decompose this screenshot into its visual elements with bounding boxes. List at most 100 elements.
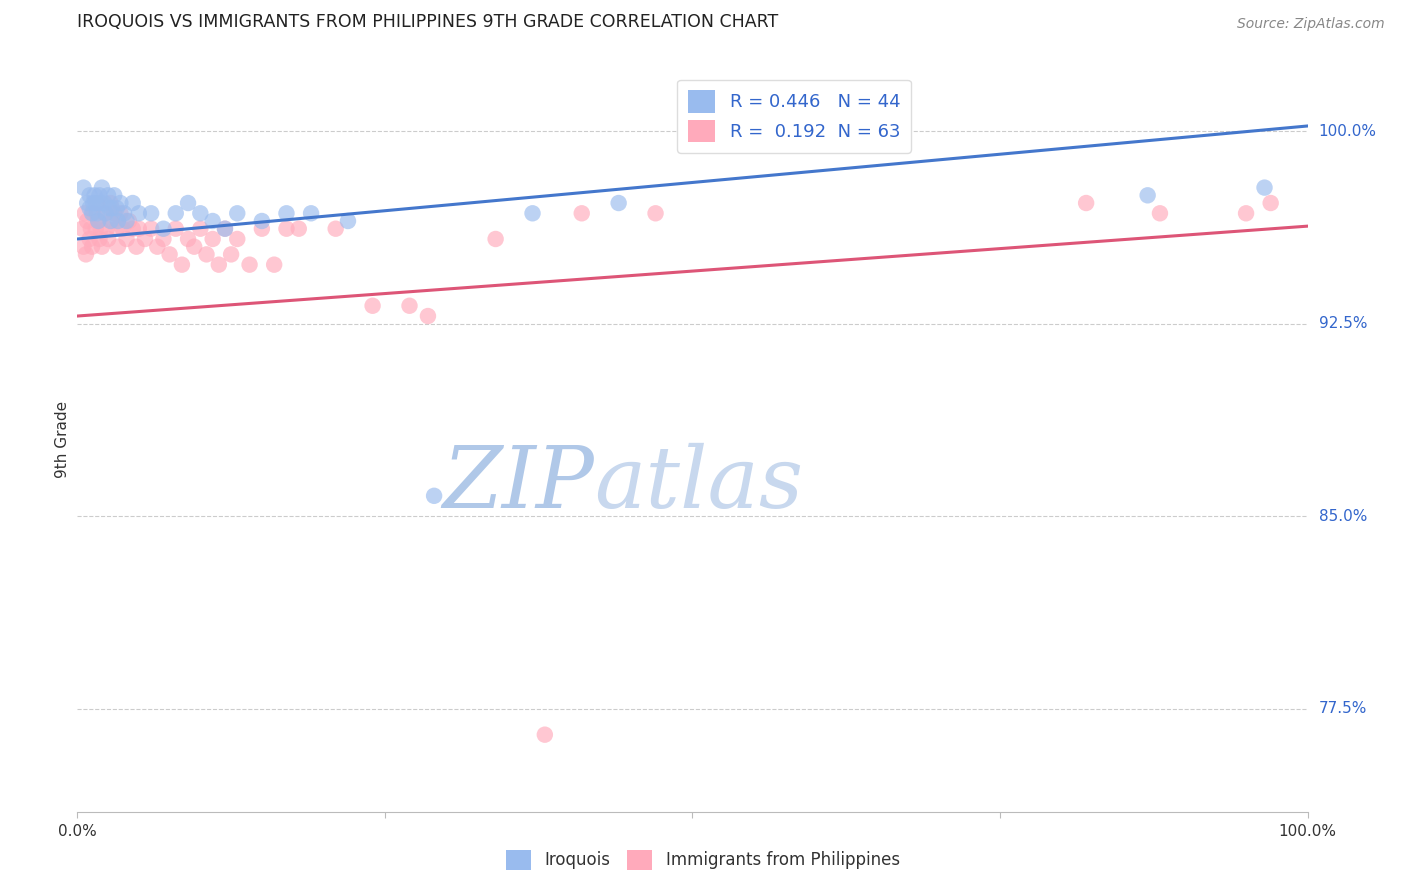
Point	[165, 206, 187, 220]
Point	[76, 214, 98, 228]
Point	[571, 206, 593, 220]
Point	[79, 201, 101, 215]
Point	[250, 221, 273, 235]
Point	[84, 221, 107, 235]
Point	[299, 206, 322, 220]
Point	[607, 196, 630, 211]
Point	[361, 299, 384, 313]
Point	[121, 221, 143, 235]
Point	[90, 240, 114, 254]
Point	[76, 196, 98, 211]
Point	[86, 206, 108, 220]
Point	[195, 247, 218, 261]
Point	[1149, 206, 1171, 220]
Point	[93, 206, 115, 220]
Point	[89, 232, 111, 246]
Point	[98, 201, 121, 215]
Point	[263, 258, 285, 272]
Point	[105, 201, 128, 215]
Point	[337, 214, 360, 228]
Point	[72, 180, 94, 194]
Point	[165, 221, 187, 235]
Point	[97, 232, 120, 246]
Point	[208, 258, 231, 272]
Point	[103, 206, 125, 220]
Text: IROQUOIS VS IMMIGRANTS FROM PHILIPPINES 9TH GRADE CORRELATION CHART: IROQUOIS VS IMMIGRANTS FROM PHILIPPINES …	[77, 13, 779, 31]
Point	[94, 206, 117, 220]
Point	[159, 247, 181, 261]
Point	[90, 196, 112, 211]
Point	[83, 188, 105, 202]
Point	[250, 214, 273, 228]
Text: 92.5%: 92.5%	[1319, 317, 1367, 331]
Point	[115, 232, 138, 246]
Point	[416, 309, 439, 323]
Point	[134, 232, 156, 246]
Text: 85.0%: 85.0%	[1319, 508, 1367, 524]
Point	[522, 206, 544, 220]
Text: ZIP: ZIP	[441, 442, 595, 525]
Text: atlas: atlas	[595, 442, 803, 525]
Point	[152, 221, 174, 235]
Point	[226, 206, 249, 220]
Point	[325, 221, 347, 235]
Text: 77.5%: 77.5%	[1319, 701, 1367, 716]
Point	[72, 240, 94, 254]
Point	[1136, 188, 1159, 202]
Point	[100, 196, 122, 211]
Point	[276, 206, 298, 220]
Point	[128, 206, 150, 220]
Point	[534, 728, 557, 742]
Point	[82, 206, 104, 220]
Point	[79, 232, 101, 246]
Point	[107, 240, 129, 254]
Point	[214, 221, 236, 235]
Point	[188, 221, 212, 235]
Point	[80, 221, 103, 235]
Point	[103, 188, 125, 202]
Point	[125, 240, 148, 254]
Point	[226, 232, 249, 246]
Point	[276, 221, 298, 235]
Point	[146, 240, 169, 254]
Point	[128, 221, 150, 235]
Point	[101, 201, 124, 215]
Point	[111, 221, 134, 235]
Point	[73, 206, 96, 220]
Point	[79, 188, 101, 202]
Point	[141, 206, 163, 220]
Text: 100.0%: 100.0%	[1319, 124, 1376, 138]
Legend: R = 0.446   N = 44, R =  0.192  N = 63: R = 0.446 N = 44, R = 0.192 N = 63	[678, 79, 911, 153]
Point	[86, 196, 108, 211]
Point	[219, 247, 242, 261]
Point	[121, 196, 143, 211]
Point	[152, 232, 174, 246]
Point	[89, 188, 111, 202]
Point	[1234, 206, 1257, 220]
Point	[84, 196, 107, 211]
Point	[101, 214, 124, 228]
Point	[1076, 196, 1098, 211]
Point	[170, 258, 193, 272]
Y-axis label: 9th Grade: 9th Grade	[55, 401, 70, 478]
Point	[188, 206, 212, 220]
Point	[82, 206, 104, 220]
Point	[214, 221, 236, 235]
Point	[201, 214, 224, 228]
Point	[96, 221, 118, 235]
Point	[82, 196, 104, 211]
Point	[485, 232, 508, 246]
Point	[90, 180, 114, 194]
Point	[239, 258, 262, 272]
Point	[118, 214, 141, 228]
Point	[105, 221, 128, 235]
Point	[183, 240, 205, 254]
Point	[177, 196, 200, 211]
Point	[100, 214, 122, 228]
Point	[93, 196, 115, 211]
Point	[1253, 180, 1275, 194]
Point	[141, 221, 163, 235]
Point	[115, 214, 138, 228]
Point	[423, 489, 446, 503]
Point	[110, 196, 132, 211]
